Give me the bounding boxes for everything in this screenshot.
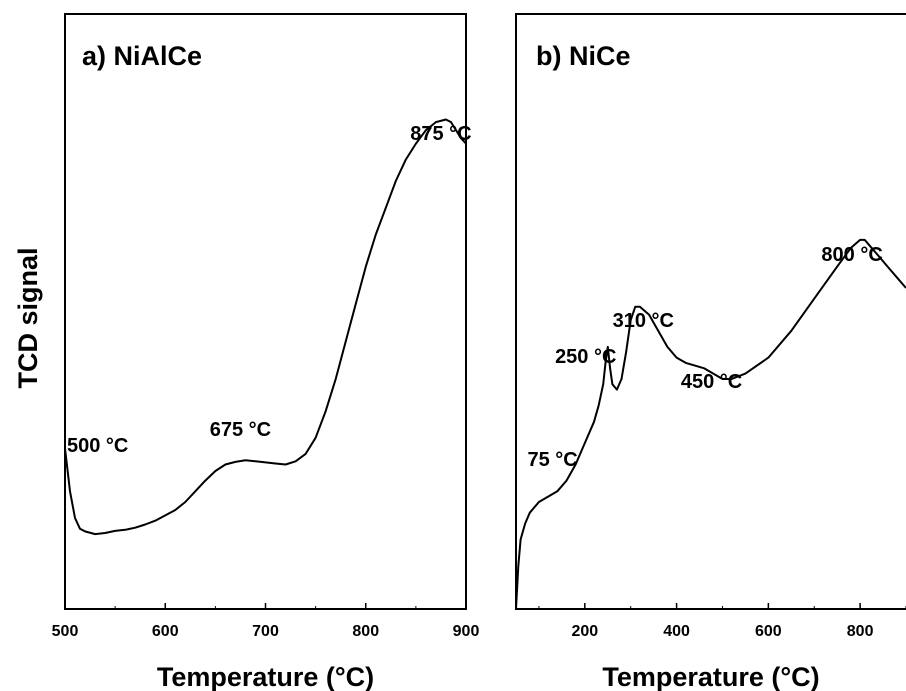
y-axis-label: TCD signal [13, 247, 43, 388]
peak-annotation: 450 °C [681, 371, 742, 393]
peak-annotation: 800 °C [821, 244, 882, 266]
x-tick-label: 600 [152, 623, 179, 640]
panel-title: b) NiCe [536, 41, 631, 71]
series-line [64, 118, 467, 536]
plot-frame [515, 13, 906, 610]
plot-frame [64, 13, 467, 610]
panel-b: b) NiCe 200 400 600 800 Temperature (°C) 75 °C… [515, 13, 906, 691]
x-tick-label: 700 [252, 623, 279, 640]
x-tick-label: 600 [755, 623, 782, 640]
x-tick-label: 200 [571, 623, 598, 640]
peak-annotation: 675 °C [210, 419, 271, 441]
peak-annotation: 250 °C [555, 346, 616, 368]
panel-title: a) NiAlCe [82, 41, 202, 71]
series-line [515, 238, 906, 610]
x-axis-label: Temperature (°C) [602, 662, 819, 691]
x-tick-label: 500 [52, 623, 79, 640]
x-tick-label: 400 [663, 623, 690, 640]
x-tick-label: 800 [352, 623, 379, 640]
x-axis-label: Temperature (°C) [157, 662, 374, 691]
x-tick-label: 800 [847, 623, 874, 640]
panel-a: a) NiAlCe 500 600 700 800 900 Temperature (°C)… [52, 13, 480, 691]
peak-annotation: 875 °C [410, 123, 471, 145]
x-tick-label: 900 [453, 623, 480, 640]
peak-annotation: 500 °C [67, 435, 128, 457]
peak-annotation: 75 °C [527, 449, 577, 471]
peak-annotation: 310 °C [613, 310, 674, 332]
